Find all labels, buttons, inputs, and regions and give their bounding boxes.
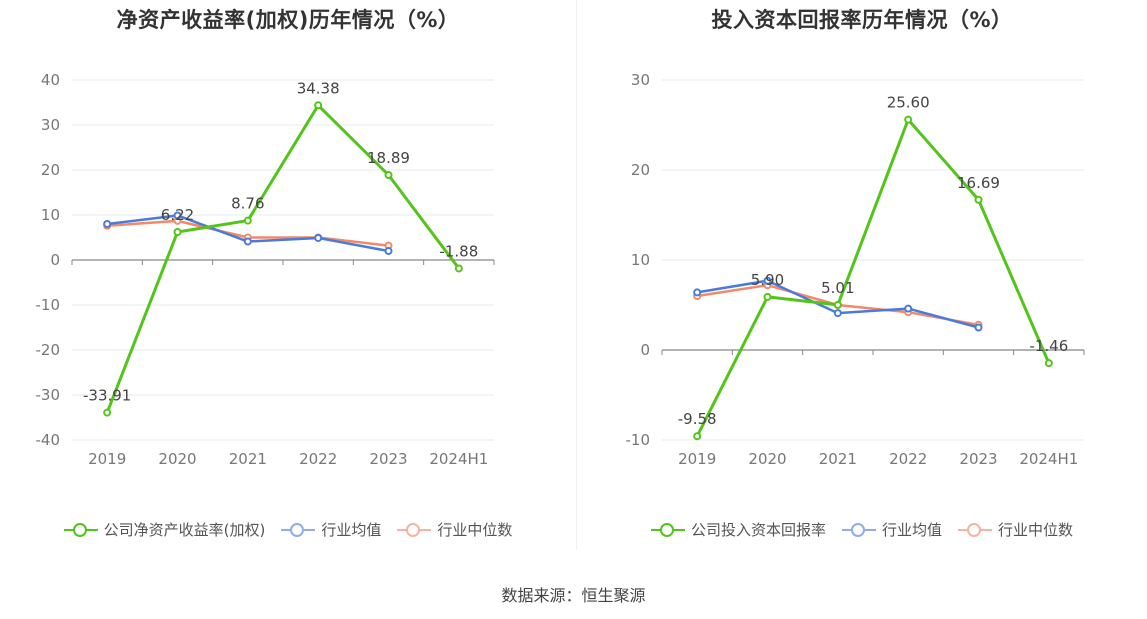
roe-data-label: -33.91 bbox=[83, 387, 131, 405]
data-source-note: 数据来源：恒生聚源 bbox=[501, 586, 646, 605]
roe-point-company bbox=[454, 264, 463, 273]
roe-xtick-label: 2021 bbox=[229, 450, 267, 468]
roe-point-company bbox=[173, 228, 182, 237]
roic-xtick-label: 2023 bbox=[959, 450, 997, 468]
legend-marker-median bbox=[958, 522, 992, 537]
roe-series-line-company bbox=[105, 103, 461, 414]
legend-label-industry-median: 行业中位数 bbox=[437, 521, 513, 539]
roic-point-company bbox=[1044, 359, 1053, 368]
roic-chart-panel: 投入资本回报率历年情况（%） 30 20 10 0 -10 2019 2020 2021 202… bbox=[577, 0, 1147, 560]
roe-xtick-label: 2022 bbox=[299, 450, 337, 468]
legend-item-industry-avg[interactable]: 行业均值 bbox=[281, 519, 381, 540]
roic-point-industry-avg bbox=[833, 309, 842, 318]
panel-divider bbox=[576, 0, 577, 550]
roe-ytick-label: -20 bbox=[36, 341, 61, 359]
roic-xtick-label: 2019 bbox=[678, 450, 716, 468]
roe-data-label: -1.88 bbox=[439, 242, 478, 260]
roe-point-company bbox=[103, 408, 112, 417]
roe-chart-panel: 净资产收益率(加权)历年情况（%） 40 30 20 10 0 -10 -20 -30 -40 2… bbox=[0, 0, 576, 560]
roe-data-label: 34.38 bbox=[297, 79, 340, 97]
roic-ytick-label: -10 bbox=[626, 431, 651, 449]
roic-point-company bbox=[763, 292, 772, 301]
roe-ytick-label: -40 bbox=[36, 431, 61, 449]
roe-ytick-label: 10 bbox=[41, 206, 60, 224]
legend-label-industry-avg: 行业均值 bbox=[321, 521, 382, 539]
roic-data-label: -9.58 bbox=[678, 410, 717, 428]
roe-ytick-label: 40 bbox=[41, 71, 60, 89]
roe-point-company bbox=[314, 101, 323, 110]
legend-marker-company bbox=[650, 522, 685, 537]
legend-item-company-roic[interactable]: 公司投入资本回报率 bbox=[650, 519, 826, 540]
legend-marker-avg bbox=[281, 522, 316, 537]
roe-point-industry-avg bbox=[384, 247, 393, 255]
roic-ytick-label: 10 bbox=[631, 251, 650, 269]
roic-xtick-label: 2021 bbox=[819, 450, 857, 468]
roic-chart-plot: 30 20 10 0 -10 2019 2020 2021 2022 2023 2024H1 -9.5… bbox=[626, 71, 1085, 468]
roic-xtick-label: 2024H1 bbox=[1019, 450, 1078, 468]
roe-point-industry-avg bbox=[314, 233, 323, 242]
legend-item-company-roe[interactable]: 公司净资产收益率(加权) bbox=[63, 519, 266, 540]
roic-data-label: 25.60 bbox=[887, 94, 930, 112]
roic-point-company bbox=[974, 195, 983, 204]
roe-point-industry-avg bbox=[103, 220, 112, 228]
roe-ytick-label: 0 bbox=[50, 251, 60, 269]
legend-label-industry-median: 行业中位数 bbox=[998, 521, 1074, 539]
roe-ytick-label: 30 bbox=[41, 116, 60, 134]
roic-ytick-label: 30 bbox=[631, 71, 650, 89]
roe-point-industry-avg bbox=[243, 237, 252, 246]
legend-item-industry-median[interactable]: 行业中位数 bbox=[397, 519, 512, 540]
roe-data-label: 6.22 bbox=[161, 206, 194, 224]
roe-point-industry-avg bbox=[173, 211, 182, 220]
roic-point-industry-avg bbox=[904, 304, 913, 313]
roe-point-company bbox=[384, 170, 393, 179]
legend-marker-median bbox=[397, 522, 432, 537]
roic-data-label: -1.46 bbox=[1029, 337, 1068, 355]
roic-ytick-label: 20 bbox=[631, 161, 650, 179]
roe-point-company bbox=[243, 216, 252, 225]
roe-xtick-label: 2024H1 bbox=[429, 450, 488, 468]
roe-ytick-label: -30 bbox=[36, 386, 61, 404]
roe-xtick-label: 2023 bbox=[369, 450, 407, 468]
legend-label-company-roic: 公司投入资本回报率 bbox=[690, 521, 826, 539]
roe-chart-plot: 40 30 20 10 0 -10 -20 -30 -40 2019 2020 2021 2022 202… bbox=[36, 71, 495, 468]
roic-point-industry-avg bbox=[763, 276, 772, 285]
legend-marker-avg bbox=[841, 522, 876, 537]
roe-xtick-label: 2019 bbox=[88, 450, 126, 468]
roic-xtick-label: 2020 bbox=[748, 450, 786, 468]
legend-item-industry-median[interactable]: 行业中位数 bbox=[958, 519, 1073, 540]
roe-data-label: 18.89 bbox=[367, 149, 410, 167]
roe-chart-title: 净资产收益率(加权)历年情况（%） bbox=[116, 8, 460, 32]
roe-data-label: 8.76 bbox=[231, 195, 264, 213]
roic-point-company bbox=[904, 115, 913, 124]
roe-xtick-label: 2020 bbox=[158, 450, 196, 468]
roe-chart-legend: 公司净资产收益率(加权) 行业均值 行业中位数 bbox=[0, 519, 576, 540]
roic-point-company bbox=[833, 300, 842, 309]
roic-series-line-company bbox=[695, 118, 1051, 437]
roic-chart-legend: 公司投入资本回报率 行业均值 行业中位数 bbox=[577, 519, 1147, 540]
roic-data-label: 5.01 bbox=[821, 279, 854, 297]
roic-data-label: 5.90 bbox=[751, 271, 784, 289]
roic-point-company bbox=[693, 432, 702, 441]
roic-point-industry-avg bbox=[693, 288, 702, 297]
roic-xtick-label: 2022 bbox=[889, 450, 927, 468]
legend-marker-company bbox=[63, 522, 98, 537]
legend-label-industry-avg: 行业均值 bbox=[881, 521, 942, 539]
roe-ytick-label: 20 bbox=[41, 161, 60, 179]
legend-item-industry-avg[interactable]: 行业均值 bbox=[841, 519, 942, 540]
roic-point-industry-avg bbox=[974, 323, 983, 332]
roic-data-label: 16.69 bbox=[957, 174, 1000, 192]
roe-ytick-label: -10 bbox=[36, 296, 61, 314]
roic-chart-title: 投入资本回报率历年情况（%） bbox=[711, 8, 1013, 32]
roic-ytick-label: 0 bbox=[640, 341, 650, 359]
legend-label-company-roe: 公司净资产收益率(加权) bbox=[103, 521, 266, 539]
